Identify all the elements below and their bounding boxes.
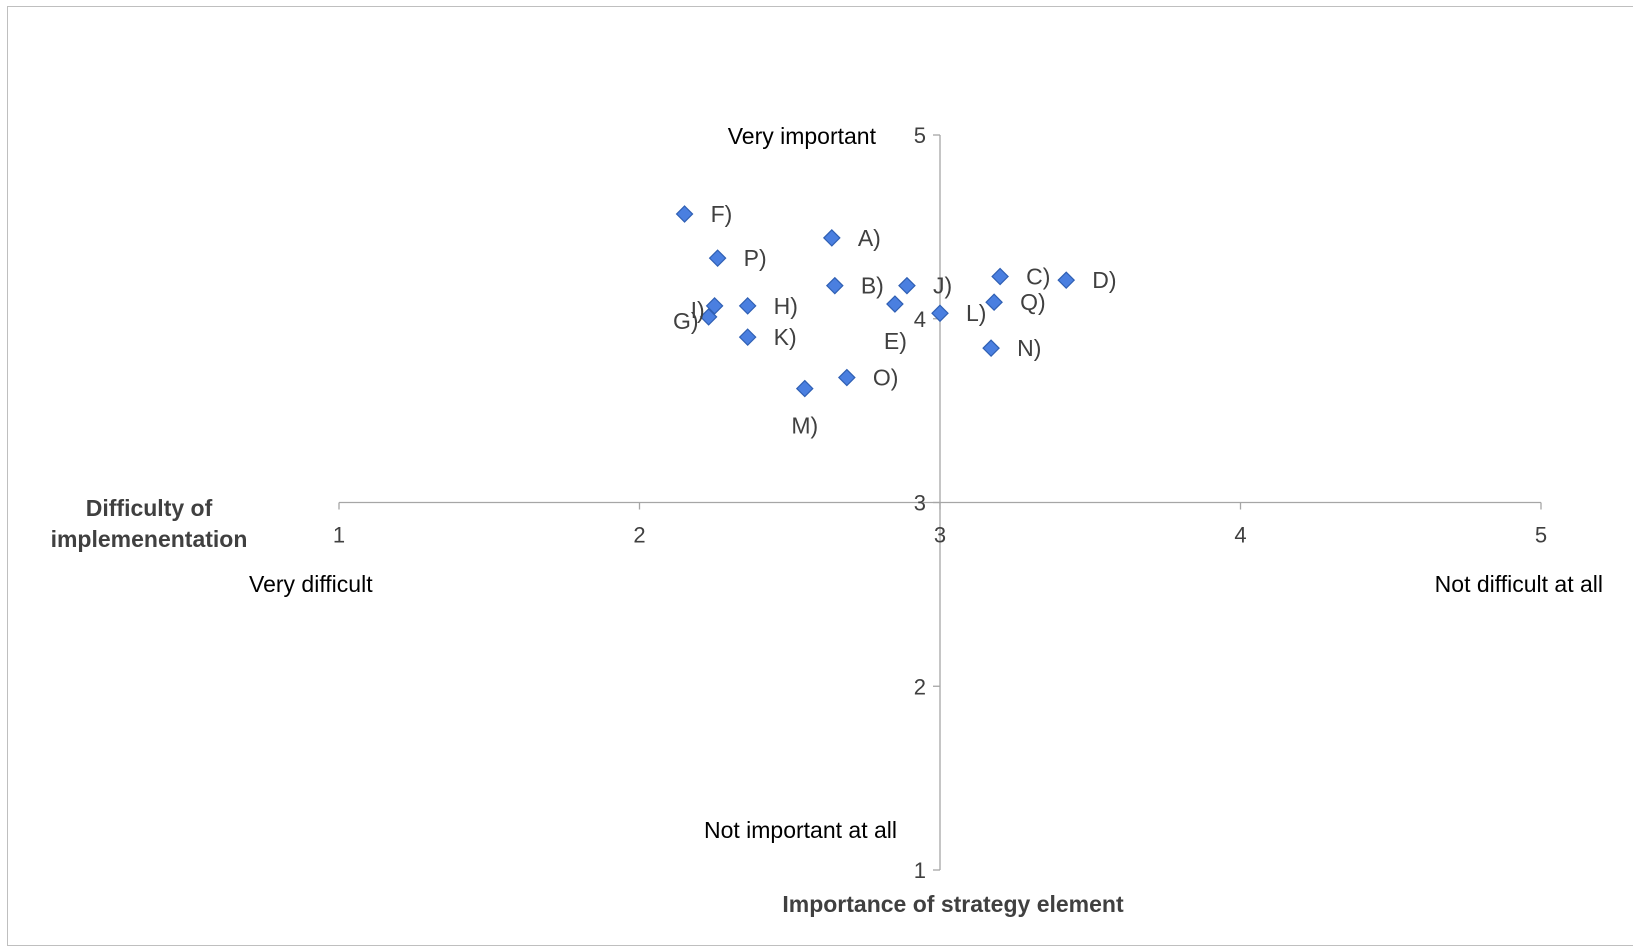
data-point-label: C) xyxy=(1026,263,1050,289)
x-ticks: 1 2 3 4 5 xyxy=(333,503,1547,548)
data-point-b xyxy=(827,278,843,294)
x-tick-label: 4 xyxy=(1234,523,1246,548)
x-tick-label: 2 xyxy=(633,523,645,548)
y-axis-title: Importance of strategy element xyxy=(782,891,1124,917)
data-point-h xyxy=(740,298,756,314)
data-point-label: I) xyxy=(691,297,705,323)
data-point-n xyxy=(983,340,999,356)
data-point-d xyxy=(1058,272,1074,288)
data-point-label: F) xyxy=(711,201,733,227)
x-tick-label: 5 xyxy=(1535,523,1547,548)
data-point-label: H) xyxy=(774,293,798,319)
annotation-very-important: Very important xyxy=(728,123,877,149)
data-point-label: K) xyxy=(774,324,797,350)
data-point-label: O) xyxy=(873,365,899,391)
data-point-label: P) xyxy=(744,245,767,271)
data-point-label: Q) xyxy=(1020,289,1046,315)
annotation-very-difficult: Very difficult xyxy=(249,571,373,597)
data-point-label: L) xyxy=(966,300,986,326)
annotation-not-important: Not important at all xyxy=(704,817,897,843)
data-point-q xyxy=(986,294,1002,310)
data-point-label: J) xyxy=(933,273,952,299)
data-point-label: M) xyxy=(791,413,818,439)
y-tick-label: 3 xyxy=(914,491,926,516)
data-point-p xyxy=(710,250,726,266)
data-point-a xyxy=(824,230,840,246)
data-point-c xyxy=(992,268,1008,284)
data-point-label: B) xyxy=(861,273,884,299)
y-tick-label: 1 xyxy=(914,858,926,883)
annotations: Very important Not important at all Very… xyxy=(249,123,1603,843)
data-points: A)B) C) D)E)F)G)H)I)J)K)L)M)N)O)P)Q) xyxy=(673,201,1116,439)
data-point-label: A) xyxy=(858,225,881,251)
data-point-m xyxy=(797,381,813,397)
x-axis-title-line2: implemenentation xyxy=(51,526,248,552)
data-point-e xyxy=(887,296,903,312)
x-tick-label: 1 xyxy=(333,523,345,548)
data-point-o xyxy=(839,370,855,386)
x-tick-label: 3 xyxy=(934,523,946,548)
data-point-f xyxy=(677,206,693,222)
y-tick-label: 2 xyxy=(914,674,926,699)
y-tick-label: 5 xyxy=(914,123,926,148)
axes: 1 2 3 4 5 1 2 3 4 5 xyxy=(333,123,1547,883)
data-point-k xyxy=(740,329,756,345)
y-tick-label: 4 xyxy=(914,307,926,332)
data-point-j xyxy=(899,278,915,294)
annotation-not-difficult: Not difficult at all xyxy=(1435,571,1603,597)
data-point-label: D) xyxy=(1092,267,1116,293)
data-point-label: N) xyxy=(1017,335,1041,361)
data-point-label: E) xyxy=(884,328,907,354)
x-axis-title-line1: Difficulty of xyxy=(86,495,213,521)
